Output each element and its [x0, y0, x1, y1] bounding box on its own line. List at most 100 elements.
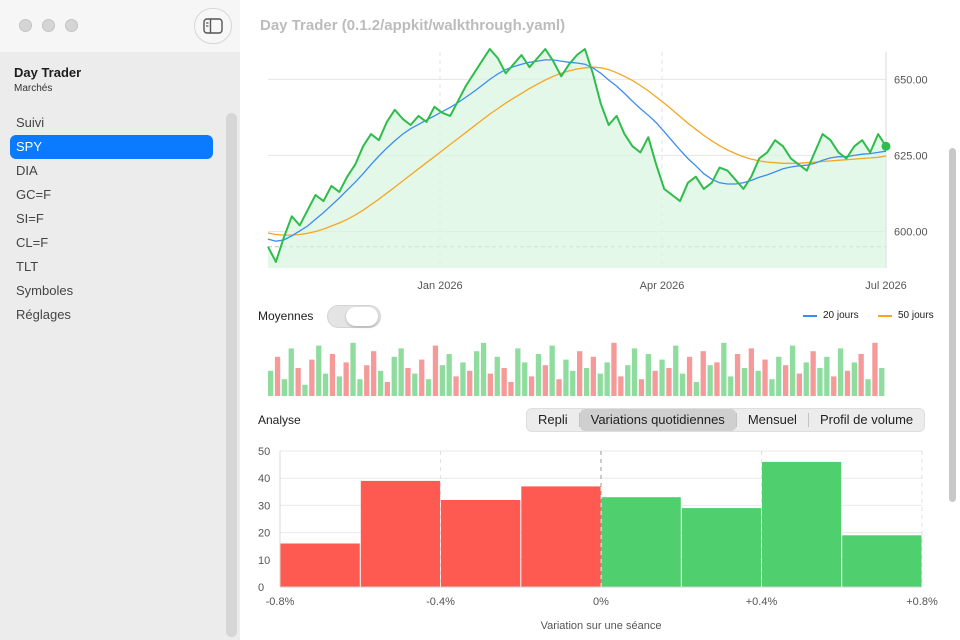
volume-bar [460, 362, 466, 396]
volume-bar [769, 379, 775, 396]
volume-bar [274, 356, 281, 396]
sidebar-item-cl-f[interactable]: CL=F [16, 235, 49, 250]
price-y-tick-label: 600.00 [894, 226, 928, 238]
volume-bar [611, 342, 617, 396]
volume-bar [364, 365, 370, 396]
minimize-window-button[interactable] [42, 19, 55, 32]
price-chart[interactable]: 600.00 625.00 650.00 Jan 2026 Apr 2026 Jul 2… [0, 0, 960, 300]
volume-bar [268, 370, 274, 396]
price-y-tick-label: 650.00 [894, 74, 928, 86]
sidebar-item-gc-f[interactable]: GC=F [16, 187, 52, 202]
volume-bar [837, 348, 844, 396]
volume-bar [281, 379, 287, 396]
ma50-line [267, 66, 887, 236]
sidebar: Day Trader Marchés Suivi SPY DIA GC=F SI=F CL… [0, 0, 240, 640]
volume-bar [858, 354, 864, 396]
volume-bar [446, 354, 452, 396]
sidebar-item-symboles[interactable]: Symboles [16, 283, 74, 298]
analysis-segmented-control[interactable]: Repli Variations quotidiennes Mensuel Profi… [526, 408, 926, 432]
volume-bar [487, 373, 493, 396]
volume-bar [590, 356, 596, 396]
hist-x-tick-label: -0.8% [266, 596, 295, 608]
volume-bar [535, 354, 542, 396]
volume-bar [631, 348, 638, 396]
segment-separator [807, 413, 809, 427]
volume-bar [405, 368, 411, 396]
sidebar-item-r-glages[interactable]: Réglages [16, 307, 71, 322]
volume-bar [824, 356, 830, 396]
volume-bar [398, 348, 404, 396]
volume-bar [734, 354, 741, 396]
segment-separator [735, 413, 737, 427]
hist-y-tick-label: 0 [258, 582, 264, 594]
price-line [267, 48, 887, 263]
moyennes-label: Moyennes [258, 309, 314, 323]
sidebar-item-tlt[interactable]: TLT [16, 259, 39, 274]
analyse-label: Analyse [258, 413, 301, 427]
volume-bar [762, 359, 768, 396]
volume-bar [831, 376, 837, 396]
volume-bar [563, 359, 569, 396]
legend-ma50-swatch [878, 314, 892, 317]
volume-bar [645, 354, 651, 396]
price-x-tick-label: Jan 2026 [417, 280, 462, 292]
toggle-sidebar-button[interactable] [194, 8, 232, 44]
volume-bar [419, 359, 425, 396]
volume-bar [377, 370, 384, 396]
volume-bar [728, 376, 734, 396]
volume-bar [295, 368, 301, 396]
volume-bar [384, 382, 390, 396]
volume-bar [474, 351, 480, 396]
volume-bar [693, 382, 699, 396]
main-titlebar: Day Trader (0.1.2/appkit/walkthrough.yam… [240, 0, 960, 52]
volume-bar [700, 351, 706, 396]
histogram-bar [601, 497, 681, 587]
sidebar-item-suivi[interactable]: Suivi [16, 115, 45, 130]
price-x-tick-label: Jul 2026 [865, 280, 907, 292]
legend-ma20-label: 20 jours [823, 310, 859, 321]
volume-bar [652, 370, 658, 396]
volume-bar [556, 379, 562, 396]
histogram-bar [360, 480, 441, 587]
sidebar-scrollbar[interactable] [226, 113, 237, 637]
volume-bar [508, 382, 514, 396]
volume-bar [721, 342, 727, 396]
main-scrollbar[interactable] [949, 148, 956, 502]
volume-bar [453, 376, 459, 396]
hist-x-tick-label: +0.8% [906, 596, 938, 608]
volume-bar [851, 362, 857, 396]
volume-bar [425, 379, 432, 396]
volume-bar [755, 370, 761, 396]
volume-bar [583, 368, 590, 396]
hist-x-tick-label: +0.4% [746, 596, 778, 608]
volume-bar [741, 368, 748, 396]
volume-bar [371, 351, 377, 396]
segment-profil-de-volume[interactable]: Profil de volume [819, 412, 914, 427]
volume-bar [501, 368, 507, 396]
sidebar-titlebar [0, 0, 240, 52]
moyennes-toggle[interactable] [327, 305, 381, 328]
volume-bar [302, 384, 308, 396]
hist-y-tick-label: 50 [258, 446, 270, 458]
app-title: Day Trader [14, 65, 82, 80]
window-title: Day Trader (0.1.2/appkit/walkthrough.yam… [260, 17, 566, 34]
segment-separator [578, 413, 580, 427]
hist-x-tick-label: -0.4% [426, 596, 455, 608]
volume-bar [783, 365, 789, 396]
sidebar-item-spy[interactable]: SPY [10, 135, 213, 159]
volume-bar [515, 348, 521, 396]
moyennes-toggle-knob [346, 307, 378, 326]
price-x-tick-label: Apr 2026 [640, 280, 685, 292]
zoom-window-button[interactable] [65, 19, 78, 32]
segment-mensuel[interactable]: Mensuel [747, 412, 797, 427]
histogram-bar [842, 535, 922, 587]
sidebar-item-si-f[interactable]: SI=F [16, 211, 44, 226]
hist-y-tick-label: 40 [258, 473, 270, 485]
sidebar-item-dia[interactable]: DIA [16, 163, 38, 178]
close-window-button[interactable] [19, 19, 32, 32]
segment-variations-quotidiennes[interactable]: Variations quotidiennes [579, 409, 736, 431]
segment-repli[interactable]: Repli [538, 412, 568, 427]
volume-bar [659, 359, 665, 396]
hist-x-tick-label: 0% [593, 596, 609, 608]
